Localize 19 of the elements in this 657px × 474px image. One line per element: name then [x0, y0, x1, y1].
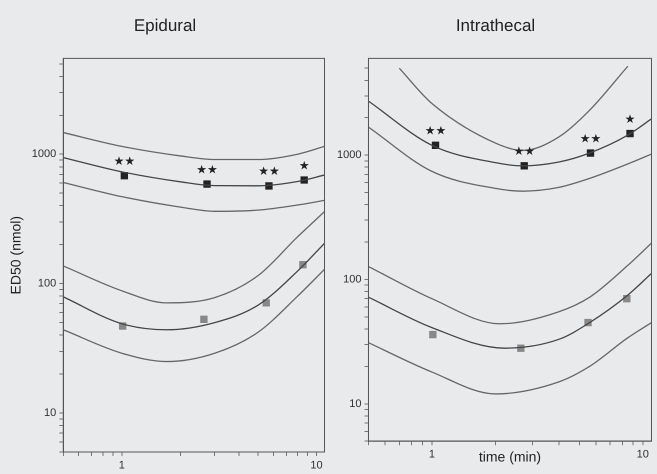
annotation: ★	[624, 112, 636, 126]
annotation: ★	[298, 158, 310, 172]
y-axis-title: ED50 (nmol)	[7, 216, 24, 294]
y-tick-label: 100	[343, 273, 362, 286]
annotation: ★★	[114, 154, 136, 168]
x-axis-title: time (min)	[478, 448, 542, 464]
annotation: ★★	[196, 162, 218, 176]
y-tick-label: 1000	[336, 149, 362, 162]
annotation: ★★	[424, 124, 446, 138]
y-tick-label: 10	[44, 407, 56, 420]
x-tick-label: 1	[118, 460, 125, 472]
annotation: ★★	[580, 131, 602, 146]
x-tick-label: 1	[428, 448, 435, 461]
y-tick-label: 10	[349, 398, 362, 410]
chart-title: Epidural	[134, 16, 196, 35]
y-tick-label: 100	[38, 278, 56, 290]
annotation: ★★	[258, 164, 280, 178]
chart-title: Intrathecal	[456, 16, 536, 35]
y-tick-label: 1000	[32, 148, 56, 160]
